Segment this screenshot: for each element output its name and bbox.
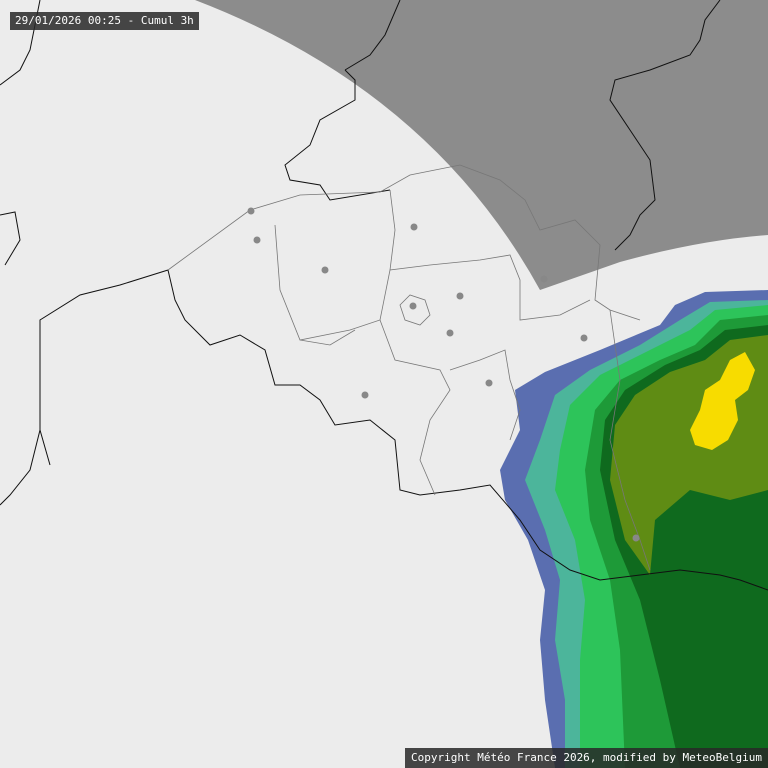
country-borders bbox=[0, 0, 768, 591]
precip-extreme bbox=[690, 352, 755, 450]
province-borders bbox=[167, 164, 651, 571]
city-dots bbox=[247, 207, 640, 542]
copyright-label: Copyright Météo France 2026, modified by… bbox=[405, 748, 768, 768]
timestamp-label: 29/01/2026 00:25 - Cumul 3h bbox=[10, 12, 199, 30]
out-of-range-area bbox=[195, 0, 768, 290]
